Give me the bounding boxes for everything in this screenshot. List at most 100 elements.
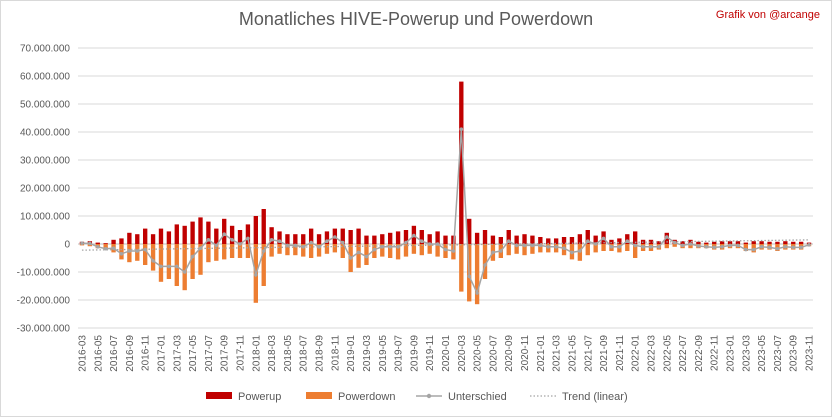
powerup-bar [585, 230, 590, 244]
difference-point [427, 242, 432, 246]
powerdown-bar [308, 244, 314, 258]
x-axis-tick-labels: 2016-03 2016-05 2016-07 2016-09 2016-11 2017-… [77, 335, 815, 372]
powerdown-bars [79, 244, 812, 305]
powerup-bar [538, 237, 543, 244]
powerdown-bar [158, 244, 164, 282]
difference-point [119, 252, 124, 256]
x-tick-label: 2023-11 [805, 335, 816, 371]
powerup-bar [791, 241, 796, 244]
legend-label: Unterschied [448, 391, 507, 403]
y-tick-label: 0 [64, 240, 70, 251]
powerup-bar [498, 237, 503, 244]
x-tick-label: 2023-03 [741, 335, 752, 372]
x-tick-label: 2023-09 [789, 335, 800, 372]
difference-point [696, 244, 701, 248]
powerup-bar [609, 239, 614, 244]
powerup-bar [293, 234, 298, 244]
difference-point [736, 243, 740, 248]
y-tick-label: 40.000.000 [20, 128, 70, 139]
powerup-bar [474, 232, 480, 244]
x-tick-label: 2018-11 [330, 335, 341, 371]
difference-point [238, 242, 242, 246]
x-tick-label: 2023-07 [773, 335, 784, 372]
powerup-bar [704, 242, 709, 244]
x-tick-label: 2018-03 [267, 335, 278, 372]
x-tick-label: 2021-01 [536, 335, 547, 372]
y-tick-label: 10.000.000 [20, 212, 70, 223]
difference-point [285, 243, 290, 248]
difference-point [759, 245, 764, 249]
powerup-bar [696, 241, 701, 244]
powerup-bar [727, 241, 733, 244]
powerup-bar [419, 230, 424, 244]
powerup-bar [388, 232, 393, 244]
powerup-bar [277, 231, 282, 244]
x-tick-label: 2018-07 [299, 335, 310, 372]
x-tick-label: 2018-01 [251, 335, 262, 372]
powerup-bar [443, 235, 448, 244]
difference-point [625, 239, 630, 243]
difference-point [143, 247, 147, 252]
difference-point [514, 243, 519, 248]
powerdown-bar [364, 244, 369, 265]
powerup-bar [625, 234, 630, 244]
powerup-bar [467, 218, 472, 244]
powerup-bar [269, 227, 274, 244]
powerdown-bar [538, 244, 543, 253]
powerdown-bar [633, 244, 638, 258]
difference-point [609, 245, 614, 249]
powerup-bar [364, 235, 369, 244]
difference-point [775, 246, 780, 251]
powerup-bar [751, 241, 756, 244]
powerup-bar [158, 228, 164, 244]
powerdown-bar [150, 244, 156, 271]
powerup-bar [316, 234, 322, 244]
difference-point [269, 238, 274, 242]
powerdown-bar [743, 244, 748, 251]
difference-point [404, 240, 408, 245]
difference-point [254, 273, 258, 277]
difference-point [593, 242, 598, 246]
chart-title: Monatliches HIVE-Powerup und Powerdown [238, 9, 594, 29]
x-tick-label: 2021-09 [599, 335, 610, 372]
difference-point [688, 242, 693, 246]
powerdown-bar [403, 244, 409, 257]
difference-point [538, 243, 543, 248]
difference-point [261, 249, 266, 253]
powerdown-bar [601, 244, 606, 251]
x-tick-label: 2019-03 [362, 335, 373, 372]
powerdown-bar [198, 244, 203, 275]
difference-point [127, 249, 132, 253]
powerup-bar [380, 234, 385, 244]
powerdown-bar [316, 244, 322, 257]
x-tick-label: 2016-07 [109, 335, 120, 372]
difference-point [767, 245, 772, 250]
difference-point [135, 249, 140, 253]
powerup-bar [166, 231, 172, 244]
difference-point [309, 240, 313, 245]
legend-item: Powerdown [306, 391, 395, 403]
x-tick-label: 2020-03 [457, 335, 468, 372]
x-tick-label: 2016-11 [141, 335, 152, 371]
powerdown-bar [285, 244, 290, 256]
powerup-bar [214, 228, 219, 244]
difference-point [720, 245, 724, 249]
powerdown-bar [127, 244, 132, 263]
difference-point [664, 235, 669, 239]
x-tick-label: 2019-09 [409, 335, 420, 372]
powerdown-bar [277, 244, 282, 254]
difference-point [704, 245, 709, 249]
powerdown-bar [482, 244, 488, 279]
difference-point [467, 274, 472, 279]
x-tick-label: 2018-05 [283, 335, 294, 372]
x-tick-label: 2022-09 [694, 335, 705, 372]
difference-point [174, 264, 179, 269]
difference-point [530, 243, 535, 248]
difference-point [443, 247, 448, 252]
powerup-bar [680, 241, 685, 244]
powerup-bar [356, 228, 361, 244]
difference-point [293, 243, 298, 248]
difference-point [356, 250, 361, 255]
powerup-bar [150, 234, 156, 244]
